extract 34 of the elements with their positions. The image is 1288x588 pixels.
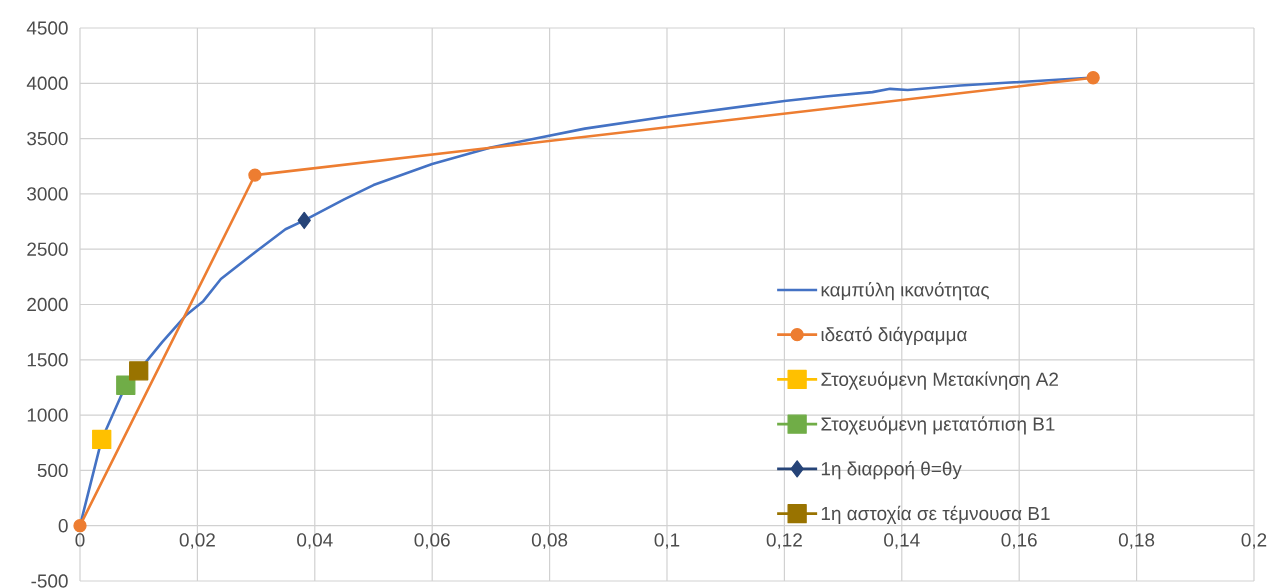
x-tick-label: 0,2 xyxy=(1241,533,1267,549)
point xyxy=(297,211,311,230)
x-tick-label: 0,16 xyxy=(1001,533,1037,549)
x-tick-label: 0,18 xyxy=(1118,533,1155,549)
point xyxy=(73,519,87,533)
x-tick-label: 0 xyxy=(75,533,85,547)
legend-label: 1η αστοχία σε τέμνουσα Β1 xyxy=(821,505,1050,524)
legend-label: ιδεατό διάγραμμα xyxy=(821,326,967,345)
y-tick-label: 0 xyxy=(58,519,68,533)
point xyxy=(92,429,112,450)
y-tick-label: 500 xyxy=(37,463,68,478)
legend-label: Στοχευόμενη Μετακίνηση Α2 xyxy=(821,371,1058,390)
y-tick-label: 4000 xyxy=(26,76,68,90)
y-tick-label: 2000 xyxy=(27,297,68,312)
y-tick-label: 3500 xyxy=(27,131,68,146)
y-tick-label: 3000 xyxy=(27,187,68,201)
legend-label: Στοχευόμενη μετατόπιση Β1 xyxy=(821,416,1055,435)
x-tick-label: 0,06 xyxy=(414,533,450,549)
x-tick-label: 0,02 xyxy=(179,533,215,549)
legend-label: 1η διαρροή θ=θy xyxy=(821,461,962,480)
point xyxy=(1086,71,1100,85)
y-tick-label: 1500 xyxy=(27,353,68,367)
y-tick-label: 1000 xyxy=(27,408,68,422)
y-tick-label: -500 xyxy=(31,574,68,588)
y-tick-label: 4500 xyxy=(26,21,68,35)
y-tick-label: 2500 xyxy=(27,242,68,256)
x-tick-label: 0,1 xyxy=(654,533,680,549)
x-tick-label: 0,14 xyxy=(884,533,920,549)
point xyxy=(248,168,262,182)
x-tick-label: 0,04 xyxy=(297,533,333,549)
x-tick-label: 0,08 xyxy=(531,533,568,549)
point xyxy=(129,361,149,381)
legend-label: καμπύλη ικανότητας xyxy=(821,282,989,301)
x-tick-label: 0,12 xyxy=(766,533,802,549)
